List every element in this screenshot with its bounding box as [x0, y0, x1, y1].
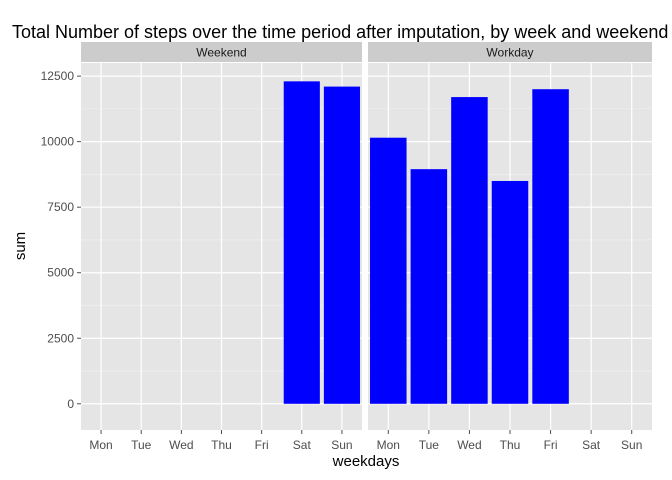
y-tick-label: 7500 — [47, 200, 74, 214]
x-tick-label: Sat — [582, 438, 601, 452]
facet-strip — [368, 42, 652, 62]
x-tick-label: Fri — [255, 438, 269, 452]
bar-workday-tue — [410, 169, 448, 404]
y-tick-label: 12500 — [41, 69, 75, 83]
bar-weekend-sun — [323, 86, 360, 404]
y-tick-label: 5000 — [47, 266, 74, 280]
x-tick-label: Sun — [621, 438, 642, 452]
facet-panels: Weekend Mon Tue Wed Thu Fri Sat Sun Workday Mon Tu… — [81, 42, 652, 452]
x-tick-label: Mon — [89, 438, 112, 452]
x-tick-label: Sun — [331, 438, 352, 452]
y-axis: 0 2500 5000 7500 10000 12500 — [41, 69, 81, 411]
x-tick-label: Tue — [419, 438, 440, 452]
bar-workday-fri — [532, 89, 569, 404]
y-tick-label: 0 — [67, 397, 74, 411]
y-tick-label: 2500 — [47, 331, 74, 345]
x-axis-label: weekdays — [332, 453, 400, 470]
x-tick-label: Wed — [457, 438, 481, 452]
facet-strip-label: Weekend — [196, 46, 246, 60]
y-tick-label: 10000 — [41, 135, 75, 149]
panel-weekend: Weekend Mon Tue Wed Thu Fri Sat Sun — [81, 42, 362, 452]
bar-workday-wed — [451, 97, 488, 404]
x-tick-label: Fri — [544, 438, 558, 452]
bar-weekend-sat — [283, 81, 320, 404]
x-tick-label: Thu — [211, 438, 232, 452]
y-axis-label: sum — [12, 232, 29, 260]
facet-strip-label: Workday — [486, 46, 533, 60]
x-tick-label: Sat — [293, 438, 312, 452]
bar-workday-thu — [491, 180, 529, 404]
x-tick-label: Mon — [377, 438, 400, 452]
x-tick-label: Tue — [131, 438, 152, 452]
x-tick-label: Thu — [500, 438, 521, 452]
chart-title: Total Number of steps over the time peri… — [12, 22, 668, 42]
x-tick-label: Wed — [169, 438, 193, 452]
bar-workday-mon — [370, 137, 407, 404]
facet-strip — [81, 42, 362, 62]
panel-workday: Workday Mon Tue Wed Thu Fri Sat Sun — [368, 42, 652, 452]
